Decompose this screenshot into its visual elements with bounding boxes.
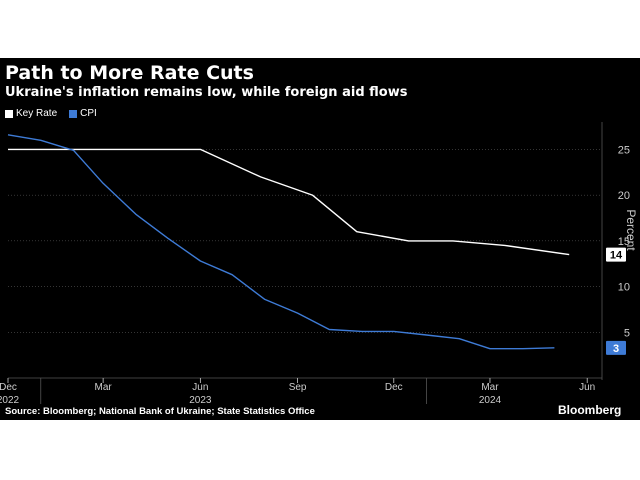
y-tick-label: 5 (624, 327, 630, 339)
y-axis-title: Percent (624, 209, 638, 251)
chart-subtitle: Ukraine's inflation remains low, while f… (5, 85, 408, 100)
bloomberg-logo: Bloomberg (558, 403, 622, 417)
source-note: Source: Bloomberg; National Bank of Ukra… (5, 406, 315, 417)
axes: 5 10 15 20 25 Percent Dec Mar Jun Sep Dec Mar Jun 202… (0, 122, 638, 406)
series-lines (7, 134, 570, 350)
legend: Key Rate CPI (5, 108, 109, 119)
y-tick-label: 20 (618, 190, 630, 202)
x-tick-label: Mar (481, 382, 499, 393)
end-label-box-key-rate (606, 247, 626, 262)
legend-item-key-rate: Key Rate (5, 108, 57, 119)
chart-title: Path to More Rate Cuts (5, 62, 254, 84)
x-tick-label: Jun (192, 382, 208, 393)
x-tick-label: Dec (0, 382, 17, 393)
legend-label-cpi: CPI (80, 108, 97, 119)
series-line-key-rate (8, 148, 570, 256)
x-year-label: 2024 (479, 395, 502, 406)
y-tick-label: 15 (618, 236, 630, 248)
end-label-key-rate: 14 (610, 250, 623, 262)
y-tick-label: 10 (618, 282, 630, 294)
chart-panel (0, 58, 640, 420)
x-tick-label: Jun (579, 382, 595, 393)
x-year-label: 2022 (0, 395, 20, 406)
legend-swatch-key-rate (5, 109, 13, 118)
y-tick-label: 25 (618, 144, 630, 156)
legend-label-key-rate: Key Rate (16, 108, 58, 119)
series-line-cpi (7, 134, 555, 350)
end-label-cpi: 3 (613, 343, 619, 355)
end-labels: 14 3 (606, 247, 626, 355)
x-tick-label: Mar (95, 382, 113, 393)
x-tick-label: Sep (289, 382, 307, 393)
end-label-box-cpi (606, 340, 626, 355)
legend-item-cpi: CPI (69, 108, 97, 119)
x-year-label: 2023 (189, 395, 212, 406)
x-tick-label: Dec (385, 382, 403, 393)
legend-swatch-cpi (69, 109, 78, 118)
